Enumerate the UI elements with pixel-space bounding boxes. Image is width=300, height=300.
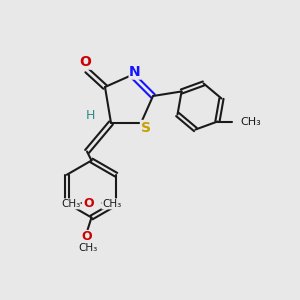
Text: N: N: [129, 65, 141, 79]
Text: CH₃: CH₃: [79, 243, 98, 254]
Text: CH₃: CH₃: [241, 116, 262, 127]
Text: S: S: [140, 121, 151, 134]
Text: H: H: [85, 109, 95, 122]
Text: O: O: [82, 230, 92, 244]
Text: O: O: [83, 197, 94, 210]
Text: CH₃: CH₃: [61, 199, 80, 209]
Text: O: O: [80, 55, 92, 69]
Text: CH₃: CH₃: [102, 199, 121, 209]
Text: O: O: [84, 197, 94, 210]
